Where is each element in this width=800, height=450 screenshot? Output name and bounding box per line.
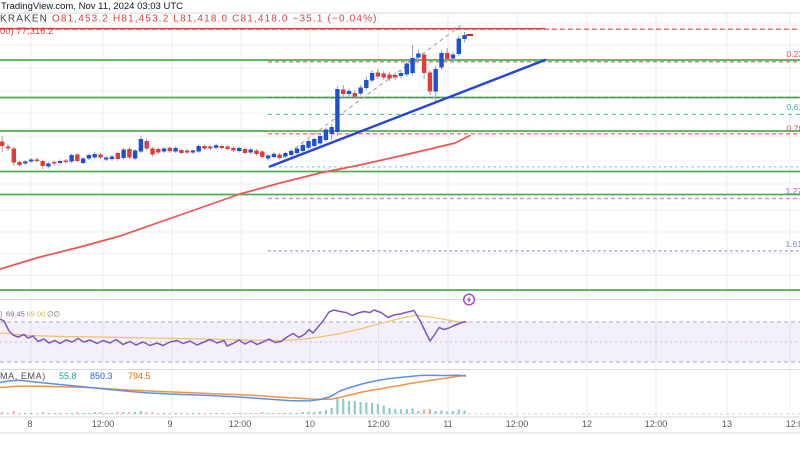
svg-text:8: 8: [27, 419, 32, 429]
svg-text:0.78: 0.78: [787, 124, 800, 134]
svg-text:12:00: 12:00: [229, 419, 252, 429]
svg-text:KRAKEN O81,453.2 H81,453.2 L81: KRAKEN O81,453.2 H81,453.2 L81,418.0 C81…: [0, 14, 378, 25]
svg-text:12: 12: [582, 419, 592, 429]
svg-text:13: 13: [722, 419, 732, 429]
svg-text:0.61: 0.61: [787, 102, 800, 112]
svg-text:12:00: 12:00: [645, 419, 668, 429]
svg-text:12:00: 12:00: [786, 419, 800, 429]
svg-text:0.23: 0.23: [787, 49, 800, 59]
svg-text:12:00: 12:00: [92, 419, 115, 429]
svg-text:11: 11: [443, 419, 452, 429]
svg-text:1.61: 1.61: [786, 239, 800, 249]
svg-text:1.27: 1.27: [786, 186, 800, 196]
svg-text:00) 77,316.2: 00) 77,316.2: [0, 26, 53, 37]
svg-text:TradingView.com, Nov 11, 2024: TradingView.com, Nov 11, 2024 03:03 UTC: [1, 1, 183, 12]
svg-text:12:00: 12:00: [506, 419, 529, 429]
svg-text:10: 10: [305, 419, 315, 429]
svg-text:9: 9: [167, 419, 172, 429]
svg-text:12:00: 12:00: [367, 419, 390, 429]
